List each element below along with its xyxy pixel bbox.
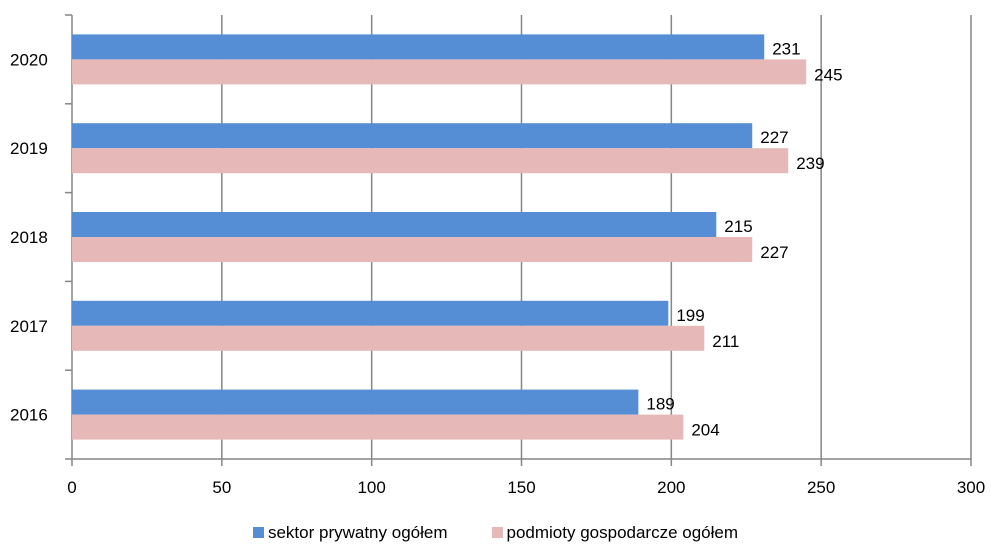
data-label: 227 bbox=[760, 128, 788, 147]
bar-business-entities bbox=[72, 59, 807, 85]
bars bbox=[72, 34, 807, 440]
bar-private-sector bbox=[72, 123, 753, 149]
x-tick-label: 50 bbox=[212, 478, 231, 497]
bar-private-sector bbox=[72, 300, 669, 326]
data-label: 211 bbox=[712, 332, 739, 351]
bar-private-sector bbox=[72, 389, 639, 415]
y-category-label: 2020 bbox=[10, 50, 48, 69]
x-tick-label: 300 bbox=[957, 478, 985, 497]
bar-business-entities bbox=[72, 148, 789, 174]
bar-business-entities bbox=[72, 414, 684, 440]
data-label: 227 bbox=[760, 243, 788, 262]
legend-swatch-private-sector bbox=[252, 527, 264, 538]
bar-business-entities bbox=[72, 237, 753, 262]
legend-label-private-sector: sektor prywatny ogółem bbox=[267, 522, 448, 542]
y-category-label: 2019 bbox=[10, 139, 48, 158]
data-label: 231 bbox=[772, 39, 800, 58]
x-tick-label: 250 bbox=[807, 478, 835, 497]
data-label: 204 bbox=[691, 421, 719, 440]
x-tick-label: 0 bbox=[67, 478, 76, 497]
y-category-label: 2018 bbox=[10, 228, 48, 247]
bar-private-sector bbox=[72, 212, 717, 237]
data-label: 199 bbox=[676, 306, 704, 325]
legend-swatch-business-entities bbox=[491, 527, 503, 538]
y-category-label: 2016 bbox=[10, 406, 48, 425]
legend-item-business-entities: podmioty gospodarcze ogółem bbox=[491, 519, 739, 546]
x-tick-label: 200 bbox=[657, 478, 685, 497]
y-category-label: 2017 bbox=[10, 317, 48, 336]
x-tick-label: 100 bbox=[357, 478, 385, 497]
data-label: 245 bbox=[814, 65, 842, 84]
bar-chart: 0 50 100 150 200 250 300 2016 189 204 2017 199 211 20… bbox=[10, 14, 985, 497]
x-tick-label: 150 bbox=[507, 478, 535, 497]
data-label: 215 bbox=[724, 217, 752, 236]
legend-label-business-entities: podmioty gospodarcze ogółem bbox=[506, 522, 739, 542]
data-label: 189 bbox=[646, 395, 674, 414]
labels: 0 50 100 150 200 250 300 2016 189 204 2017 199 211 20… bbox=[10, 39, 985, 497]
legend: sektor prywatny ogółem podmioty gospodar… bbox=[0, 519, 991, 546]
data-label: 239 bbox=[796, 154, 824, 173]
bar-business-entities bbox=[72, 325, 705, 351]
legend-item-private-sector: sektor prywatny ogółem bbox=[252, 519, 448, 546]
bar-private-sector bbox=[72, 34, 765, 60]
